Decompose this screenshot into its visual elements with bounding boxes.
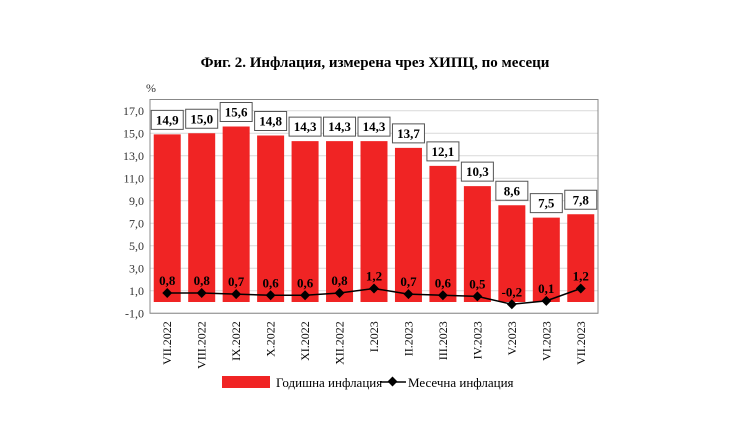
bar-data-label: 13,7 (397, 126, 420, 141)
point-monthly-VIII.2022 (196, 288, 207, 298)
x-tick-label: X.2022 (264, 321, 278, 357)
point-data-label: 0,6 (435, 275, 452, 290)
bar-annual-XII.2022 (326, 141, 354, 302)
bar-label-box (564, 189, 598, 210)
bar-data-label: 12,1 (432, 144, 455, 159)
bar-label-box (460, 161, 494, 182)
bar-annual-XI.2022 (291, 141, 319, 302)
bar-annual-I.2023 (360, 141, 388, 302)
bar-data-label: 10,3 (466, 164, 489, 179)
bar-data-label: 14,3 (294, 119, 317, 134)
x-tick-label: VI.2023 (539, 321, 553, 361)
point-data-label: 0,1 (538, 281, 554, 296)
y-tick-label: 13,0 (123, 149, 144, 163)
point-monthly-VI.2023 (541, 295, 552, 306)
bar-annual-X.2022 (257, 135, 285, 302)
legend: Годишна инфлация Месечна инфлация (222, 375, 514, 390)
x-tick-label: II.2023 (401, 321, 415, 356)
x-tick-label: IX.2022 (229, 321, 243, 361)
chart-title: Фиг. 2. Инфлация, измерена чрез ХИПЦ, по… (201, 55, 550, 71)
point-monthly-II.2023 (403, 289, 414, 300)
point-monthly-IV.2023 (472, 291, 483, 302)
bar-annual-IV.2023 (463, 186, 491, 302)
x-tick-label: III.2023 (436, 321, 450, 360)
bar-annual-II.2023 (394, 147, 422, 302)
bar-label-box (150, 109, 184, 130)
point-data-label: -0,2 (502, 284, 523, 299)
y-tick-label: 3,0 (129, 261, 144, 275)
point-monthly-XI.2022 (300, 290, 311, 301)
point-data-label: 0,8 (331, 273, 348, 288)
bar-data-label: 15,0 (190, 111, 213, 126)
y-tick-label: 17,0 (123, 104, 144, 118)
x-tick-label: I.2023 (367, 321, 381, 352)
y-tick-label: 5,0 (129, 239, 144, 253)
bar-annual-VIII.2022 (188, 133, 216, 302)
point-data-label: 0,7 (400, 274, 417, 289)
point-data-label: 0,7 (228, 274, 245, 289)
bar-data-label: 15,6 (225, 105, 248, 120)
bar-data-label: 14,3 (328, 119, 351, 134)
bar-data-label: 14,3 (363, 119, 386, 134)
y-tick-label: 1,0 (129, 284, 144, 298)
x-tick-label: IV.2023 (470, 321, 484, 359)
point-data-label: 0,5 (469, 276, 486, 291)
bar-label-box (323, 116, 357, 137)
x-tick-label: XII.2022 (333, 321, 347, 365)
point-monthly-V.2023 (506, 299, 517, 310)
point-data-label: 0,8 (159, 273, 176, 288)
point-monthly-III.2023 (437, 290, 448, 301)
y-axis-label: % (146, 81, 156, 95)
bar-data-label: 14,8 (259, 114, 282, 129)
legend-marker-monthly (387, 376, 398, 387)
bar-data-label: 14,9 (156, 112, 179, 127)
x-tick-label: VII.2023 (574, 321, 588, 365)
point-data-label: 1,2 (573, 269, 589, 284)
bar-label-box (288, 116, 322, 137)
bar-data-label: 8,6 (504, 183, 521, 198)
bar-label-box (391, 123, 425, 144)
point-data-label: 0,6 (297, 275, 314, 290)
bar-annual-III.2023 (429, 165, 457, 302)
bar-label-box (254, 111, 288, 131)
point-monthly-VII.2022 (162, 288, 173, 298)
legend-swatch-annual (222, 376, 270, 388)
y-tick-label: 11,0 (123, 171, 144, 185)
legend-label-monthly: Месечна инфлация (408, 375, 514, 390)
point-monthly-VII.2023 (575, 283, 586, 294)
bar-label-box (529, 193, 563, 214)
y-tick-label: 7,0 (129, 216, 144, 230)
bar-label-box (426, 141, 460, 162)
point-monthly-XII.2022 (334, 288, 345, 298)
bar-annual-VI.2023 (532, 217, 560, 302)
bar-label-box (185, 108, 219, 129)
point-monthly-IX.2022 (231, 289, 242, 300)
bar-annual-IX.2022 (222, 126, 250, 302)
point-monthly-X.2022 (265, 290, 276, 301)
plot-frame (149, 99, 599, 314)
y-tick-label: -1,0 (125, 306, 144, 320)
x-tick-label: VIII.2022 (195, 321, 209, 369)
point-data-label: 0,6 (262, 275, 279, 290)
bar-data-label: 7,8 (573, 192, 590, 207)
bar-annual-V.2023 (498, 205, 526, 302)
bar-data-label: 7,5 (538, 196, 555, 211)
y-tick-label: 15,0 (123, 126, 144, 140)
x-tick-label: XI.2022 (298, 321, 312, 361)
point-data-label: 0,8 (194, 273, 211, 288)
point-data-label: 1,2 (366, 269, 382, 284)
x-tick-label: VII.2022 (160, 321, 174, 365)
bar-label-box (357, 116, 391, 137)
y-tick-label: 9,0 (129, 194, 144, 208)
bar-label-box (219, 102, 253, 122)
bar-annual-VII.2022 (153, 134, 181, 302)
point-monthly-I.2023 (369, 283, 379, 294)
x-tick-label: V.2023 (505, 321, 519, 355)
bar-label-box (495, 180, 529, 201)
legend-label-annual: Годишна инфлация (276, 375, 382, 390)
